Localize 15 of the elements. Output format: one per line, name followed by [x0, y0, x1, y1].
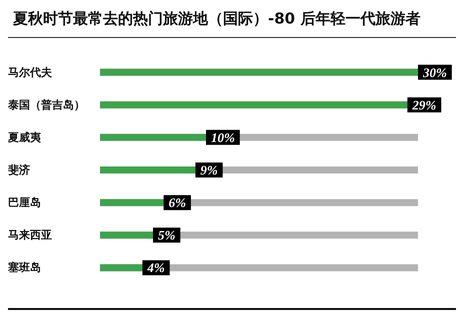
data-label: 9% [200, 162, 218, 178]
data-label: 29% [411, 97, 436, 112]
y-tick-label: 斐济 [8, 164, 30, 176]
data-label: 5% [158, 228, 176, 243]
y-tick-label: 泰国（普吉岛） [7, 98, 85, 112]
chart-title: 夏秋时节最常去的热门旅游地（国际）-80 后年轻一代旅游者 [12, 10, 420, 28]
y-tick-label: 塞班岛 [7, 261, 41, 274]
y-tick-label: 马来西亚 [8, 228, 52, 242]
data-label: 6% [168, 195, 186, 210]
y-tick-label: 巴厘岛 [8, 196, 41, 210]
y-tick-label: 夏威夷 [7, 130, 42, 144]
data-label: 30% [422, 64, 447, 80]
data-label: 10% [211, 130, 235, 145]
data-label: 4% [146, 260, 165, 276]
y-tick-label: 马尔代夫 [8, 66, 53, 79]
